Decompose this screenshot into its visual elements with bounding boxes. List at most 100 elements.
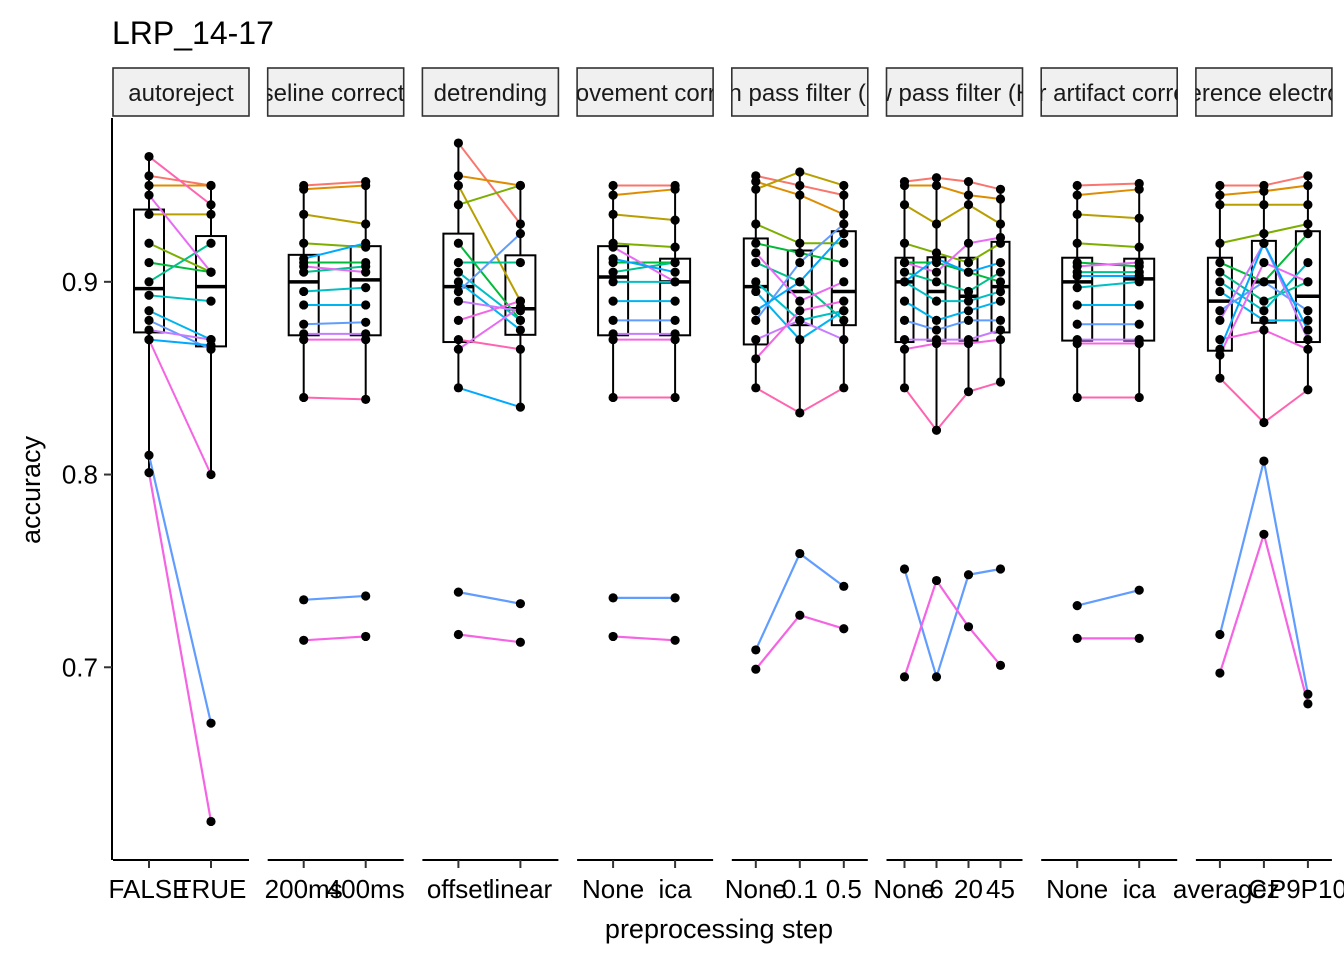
data-point xyxy=(608,209,618,219)
facet-panel: ocular artifact correction None ica xyxy=(981,67,1237,904)
data-point xyxy=(899,267,910,277)
subject-line xyxy=(148,338,212,347)
data-point xyxy=(963,338,974,349)
data-point xyxy=(608,277,618,287)
data-point xyxy=(795,548,805,559)
data-point xyxy=(1134,257,1144,268)
data-point xyxy=(608,267,618,277)
data-point xyxy=(453,200,463,210)
data-point xyxy=(515,229,526,239)
subject-line xyxy=(303,180,366,187)
data-point xyxy=(795,408,805,418)
data-point xyxy=(963,257,974,268)
subject-line xyxy=(903,381,1001,432)
data-point xyxy=(1072,601,1082,611)
data-point xyxy=(206,200,216,210)
data-point xyxy=(1303,335,1313,345)
data-point xyxy=(1259,456,1269,466)
data-point xyxy=(1215,267,1225,277)
data-point xyxy=(453,138,463,148)
data-point xyxy=(795,257,805,268)
data-point xyxy=(515,402,526,412)
subject-line xyxy=(148,242,212,283)
data-point xyxy=(795,296,805,306)
data-point xyxy=(144,209,154,219)
data-point xyxy=(206,296,216,306)
data-point xyxy=(361,238,371,248)
data-point xyxy=(751,219,761,229)
data-point xyxy=(751,277,761,287)
data-point xyxy=(453,267,463,277)
data-point xyxy=(515,344,526,354)
data-point xyxy=(1072,190,1082,200)
subject-line xyxy=(303,635,366,642)
subject-line xyxy=(148,329,212,341)
data-point xyxy=(1072,238,1082,248)
subject-line xyxy=(148,339,212,475)
data-point xyxy=(839,190,849,200)
x-tick-label: offset xyxy=(427,874,491,904)
data-point xyxy=(839,219,849,229)
data-point xyxy=(751,335,761,345)
data-point xyxy=(144,306,154,316)
data-point xyxy=(995,296,1006,306)
x-tick-label: linear xyxy=(489,874,553,904)
data-point xyxy=(751,664,761,674)
data-point xyxy=(206,238,216,248)
data-point xyxy=(1215,180,1225,191)
data-point xyxy=(931,180,942,191)
subject-line xyxy=(904,319,1001,332)
data-point xyxy=(751,257,761,268)
data-point xyxy=(1134,338,1144,349)
data-point xyxy=(1134,633,1144,643)
subject-line xyxy=(904,271,1002,293)
data-point xyxy=(1215,277,1225,287)
data-point xyxy=(670,267,680,277)
data-point xyxy=(751,286,761,297)
box xyxy=(195,235,227,348)
data-point xyxy=(839,180,849,191)
data-point xyxy=(963,570,974,580)
data-point xyxy=(144,277,154,287)
subject-line xyxy=(612,257,676,274)
subject-line xyxy=(458,633,521,644)
data-point xyxy=(839,315,849,325)
data-point xyxy=(1215,373,1225,383)
strip-box xyxy=(421,67,560,117)
data-point xyxy=(1303,219,1313,229)
data-point xyxy=(608,315,618,325)
data-point xyxy=(899,200,910,210)
data-point xyxy=(206,180,216,191)
subject-line xyxy=(613,213,676,222)
subject-line xyxy=(303,321,366,326)
data-point xyxy=(144,315,154,325)
data-point xyxy=(1215,200,1225,210)
data-point xyxy=(1134,184,1144,194)
data-point xyxy=(515,325,526,335)
subject-line xyxy=(612,261,676,274)
data-point xyxy=(144,238,154,248)
data-point xyxy=(670,184,680,194)
strip-label: ocular artifact correction xyxy=(981,80,1237,107)
data-point xyxy=(931,173,942,183)
strip-box xyxy=(576,67,714,117)
y-tick-label: 0.7 xyxy=(62,652,98,682)
data-point xyxy=(1259,315,1269,325)
subject-line xyxy=(1077,261,1140,268)
subject-line xyxy=(458,591,521,605)
subject-line xyxy=(1076,589,1140,607)
box xyxy=(504,254,537,336)
data-point xyxy=(361,591,371,601)
strip-label: eye movement correction xyxy=(510,80,779,107)
subject-line xyxy=(613,635,676,642)
data-point xyxy=(839,624,849,634)
data-point xyxy=(144,450,154,460)
data-point xyxy=(751,306,761,316)
data-point xyxy=(751,354,761,364)
subject-line xyxy=(457,232,522,293)
data-point xyxy=(839,335,849,345)
data-point xyxy=(931,315,942,325)
data-point xyxy=(995,315,1006,325)
subject-line xyxy=(148,155,212,206)
